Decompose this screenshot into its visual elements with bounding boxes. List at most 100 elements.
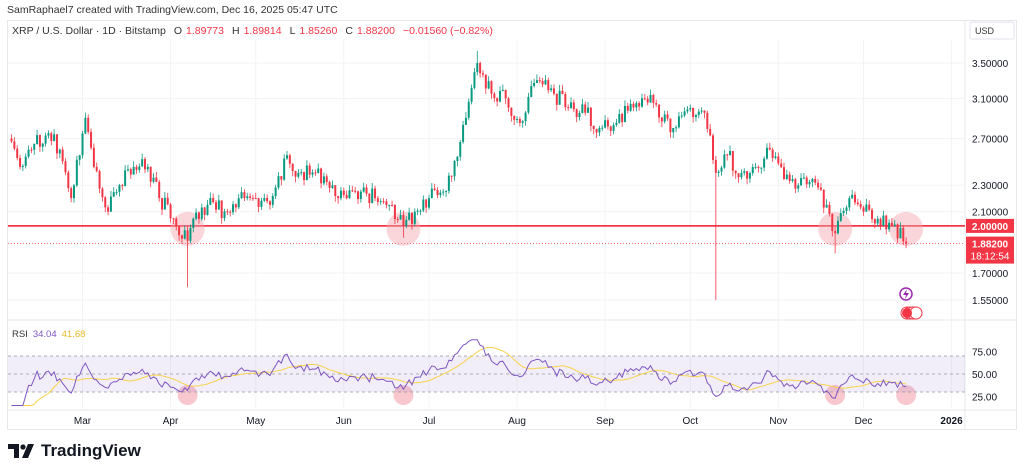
candle-body	[802, 177, 805, 179]
candle-body	[73, 185, 75, 199]
candle-body	[697, 111, 700, 116]
candle-body	[660, 117, 663, 122]
candle-body	[331, 185, 334, 188]
candle-body	[811, 178, 814, 183]
candle-body	[209, 197, 212, 205]
rsi-label[interactable]: RSI	[12, 329, 28, 340]
candle-body	[260, 200, 263, 207]
candle-body	[751, 167, 754, 174]
candle-body	[567, 107, 570, 109]
candle-body	[277, 176, 280, 188]
candle-body	[754, 166, 757, 168]
candle-body	[24, 156, 27, 166]
candle-body	[765, 147, 768, 159]
candle-body	[842, 210, 845, 214]
open-value: 1.89773	[186, 25, 224, 37]
candle-body	[439, 192, 442, 195]
y-tick-label: 2.10000	[972, 208, 1009, 219]
candle-body	[712, 135, 714, 160]
y-tick-label: 2.70000	[972, 135, 1009, 146]
rsi-highlight-circle	[177, 385, 198, 405]
support-price-label: 2.00000	[972, 222, 1009, 233]
candle-body	[641, 98, 643, 107]
candle-body	[768, 147, 771, 150]
candle-body	[374, 188, 377, 199]
candle-body	[195, 212, 198, 219]
candle-body	[535, 80, 538, 83]
x-tick-label: May	[246, 416, 265, 427]
candle-body	[746, 171, 749, 179]
tradingview-logo[interactable]: TradingView	[8, 441, 141, 461]
candle-body	[473, 72, 476, 88]
candle-body	[680, 115, 683, 117]
candle-body	[339, 190, 342, 199]
candle-body	[504, 89, 507, 99]
candle-body	[646, 98, 649, 103]
candle-body	[27, 149, 30, 157]
candle-body	[825, 204, 828, 208]
candle-body	[552, 88, 555, 94]
candle-body	[408, 212, 411, 220]
candle-body	[294, 170, 297, 177]
candle-body	[112, 192, 115, 197]
candle-body	[249, 196, 252, 198]
candle-body	[36, 135, 39, 145]
candle-body	[496, 98, 499, 102]
candle-body	[777, 156, 780, 164]
candle-body	[510, 107, 513, 116]
candle-body	[601, 127, 604, 129]
candle-body	[615, 122, 618, 125]
candle-body	[254, 198, 257, 200]
candle-body	[564, 94, 567, 108]
candle-body	[814, 178, 817, 183]
candle-body	[524, 112, 527, 122]
candle-body	[354, 190, 357, 192]
candle-body	[81, 133, 84, 156]
open-label: O	[173, 25, 183, 37]
candle-body	[67, 172, 70, 189]
candle-body	[197, 212, 200, 219]
candle-body	[92, 147, 95, 167]
x-tick-label: Oct	[682, 416, 698, 427]
rsi-ma-line	[11, 346, 907, 406]
candle-body	[192, 218, 195, 228]
x-tick-label: Mar	[74, 416, 92, 427]
candle-body	[836, 220, 839, 234]
candle-body	[899, 228, 902, 239]
x-tick-label: Nov	[769, 416, 787, 427]
candle-body	[862, 207, 865, 212]
candle-body	[794, 179, 797, 189]
candle-body	[609, 126, 612, 131]
candle-body	[251, 197, 254, 199]
candle-body	[839, 213, 842, 221]
candle-body	[785, 174, 788, 179]
candle-body	[220, 200, 223, 219]
candle-body	[658, 104, 661, 118]
close-value: 1.88200	[356, 25, 395, 37]
candle-body	[382, 201, 385, 203]
y-tick-label: 3.50000	[972, 59, 1009, 70]
close-label: C	[345, 25, 353, 37]
symbol-title[interactable]: XRP / U.S. Dollar · 1D · Bitstamp	[12, 25, 166, 37]
candle-body	[587, 107, 590, 113]
candle-body	[288, 155, 291, 164]
candle-body	[158, 181, 161, 199]
candle-body	[334, 185, 337, 197]
candle-body	[58, 149, 61, 154]
candle-body	[638, 103, 641, 107]
candle-body	[305, 165, 308, 181]
candle-body	[544, 80, 547, 85]
candle-body	[10, 138, 13, 142]
candle-body	[623, 105, 626, 123]
candle-body	[834, 231, 837, 234]
candle-body	[90, 131, 93, 148]
candle-body	[464, 117, 467, 125]
candle-body	[161, 198, 164, 210]
candle-body	[246, 196, 249, 199]
candle-body	[180, 235, 183, 239]
candle-body	[484, 74, 487, 89]
candle-body	[393, 205, 396, 220]
candle-body	[734, 170, 737, 174]
currency-button	[969, 21, 1015, 40]
